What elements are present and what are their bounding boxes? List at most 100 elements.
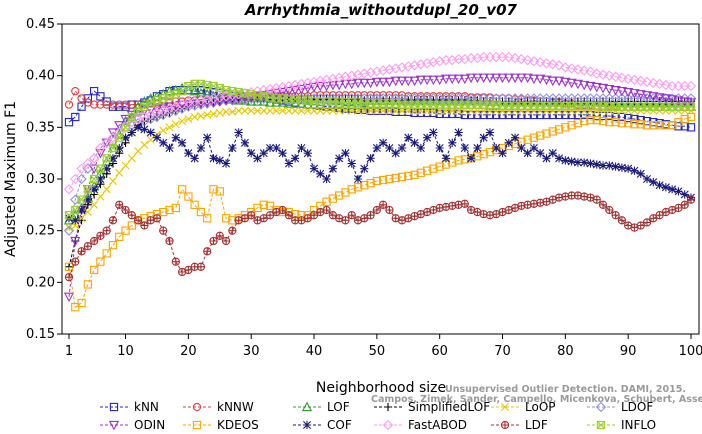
data-point-odin: [145, 105, 156, 116]
data-point-knnw: [64, 100, 74, 109]
data-point-odin: [635, 90, 646, 100]
legend-label-lof: LOF: [327, 400, 350, 414]
data-point-odin: [465, 73, 477, 84]
data-point-odin: [572, 79, 584, 90]
data-point-odin: [673, 96, 684, 106]
data-point-cof: [83, 195, 92, 204]
data-point-kdeos: [655, 121, 664, 130]
data-point-odin: [597, 83, 609, 94]
data-point-loop: [360, 106, 369, 115]
data-point-kdeos: [196, 207, 206, 217]
data-point-loop: [178, 117, 187, 126]
data-point-kdeos: [378, 175, 388, 185]
data-point-cof: [215, 156, 224, 165]
data-point-cof: [278, 149, 287, 158]
data-point-cof: [209, 154, 218, 163]
data-point-cof: [573, 158, 583, 167]
data-point-cof: [529, 143, 539, 153]
data-point-fastabod: [70, 173, 81, 185]
data-point-kdeos: [573, 119, 583, 128]
data-point-cof: [177, 138, 187, 147]
data-point-loop: [121, 161, 130, 170]
data-point-kdeos: [353, 183, 363, 192]
data-point-ldf: [598, 200, 608, 209]
legend-item-knnw: kNNW: [183, 400, 254, 414]
data-point-kdeos: [64, 262, 74, 271]
data-point-kdeos: [385, 174, 394, 184]
data-point-odin: [415, 75, 426, 86]
data-point-inflo: [96, 164, 105, 173]
legend-marker-inflo: [596, 420, 606, 430]
data-point-loop: [335, 106, 344, 115]
x-tick-label: 70: [494, 344, 511, 359]
data-point-cof: [360, 164, 369, 173]
data-point-inflo: [108, 143, 118, 153]
data-point-odin: [227, 95, 238, 105]
data-point-cof: [77, 205, 86, 215]
legend-label-odin: ODIN: [134, 418, 165, 432]
data-point-ldf: [611, 211, 620, 220]
data-point-cof: [397, 143, 407, 153]
data-point-cof: [649, 178, 658, 187]
data-point-odin: [566, 78, 577, 89]
data-point-kdeos: [366, 178, 375, 188]
data-point-lof: [371, 99, 382, 109]
data-point-kdeos: [642, 121, 652, 130]
x-tick-label: 80: [557, 344, 574, 359]
data-point-odin: [528, 74, 540, 85]
data-point-fastabod: [120, 122, 131, 133]
legend-label-simplifiedlof: SimplifiedLOF: [408, 400, 490, 414]
data-point-loop: [190, 113, 199, 121]
data-point-fastabod: [654, 78, 665, 90]
data-point-fastabod: [88, 153, 100, 164]
data-point-ldf: [71, 257, 80, 266]
data-point-loop: [253, 106, 262, 115]
data-point-loop: [222, 107, 231, 116]
data-point-fastabod: [641, 76, 653, 88]
data-point-fastabod: [82, 158, 94, 169]
x-tick-label: 30: [243, 344, 260, 359]
data-point-cof: [460, 143, 469, 153]
data-point-ldf: [385, 205, 394, 215]
data-point-fastabod: [547, 59, 558, 70]
data-point-odin: [214, 97, 225, 107]
data-point-ldf: [121, 205, 130, 215]
data-point-kdeos: [479, 150, 488, 159]
data-point-ldf: [247, 211, 256, 220]
data-point-odin: [516, 73, 527, 84]
legend: kNN kNNW LOF SimplifiedLOF LoOP LDOF ODIN KDEOS…: [100, 400, 656, 432]
data-point-cof: [247, 149, 256, 158]
data-point-ldf: [460, 199, 469, 208]
data-point-cof: [517, 143, 526, 153]
legend-item-ldof: LDOF: [587, 400, 653, 414]
data-point-kdeos: [536, 131, 545, 140]
data-point-cof: [611, 162, 620, 171]
data-point-cof: [190, 154, 199, 163]
data-point-inflo: [121, 123, 130, 132]
data-point-ldf: [64, 273, 74, 282]
data-point-ldf: [152, 214, 162, 223]
data-point-odin: [396, 76, 408, 87]
data-point-loop: [322, 106, 331, 115]
data-point-cof: [642, 174, 652, 184]
legend-marker-odin: [108, 420, 120, 431]
data-point-cof: [554, 154, 564, 163]
data-point-cof: [203, 133, 212, 142]
data-point-odin: [95, 149, 106, 159]
legend-marker-lof: [301, 401, 313, 412]
data-point-ldf: [77, 247, 86, 256]
data-point-knnw: [115, 100, 124, 109]
data-point-cof: [284, 159, 293, 168]
data-point-odin: [679, 97, 690, 107]
data-point-fastabod: [76, 163, 87, 174]
y-tick-label: 0.30: [26, 172, 55, 187]
data-point-cof: [636, 169, 645, 178]
data-point-odin: [290, 85, 301, 96]
data-point-kdeos: [554, 125, 564, 134]
data-point-odin: [70, 236, 81, 247]
data-point-ldf: [284, 211, 294, 220]
data-point-cof: [479, 133, 488, 142]
data-point-loop: [134, 147, 143, 156]
data-point-loop: [341, 106, 350, 115]
data-point-kdeos: [184, 192, 193, 201]
